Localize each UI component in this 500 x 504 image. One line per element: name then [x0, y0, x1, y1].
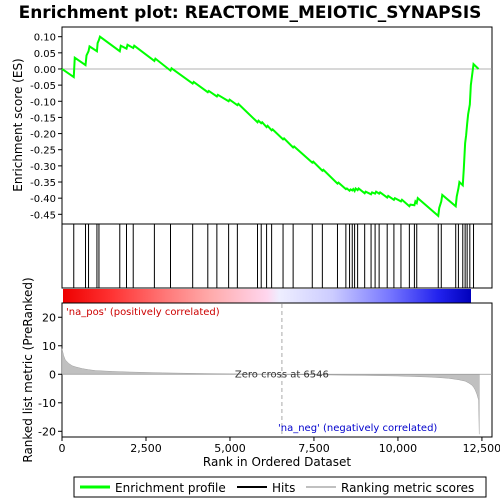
metric-y-tick-label: -20 [38, 425, 56, 438]
metric-y-tick-label: 10 [42, 340, 56, 353]
es-y-tick-label: -0.20 [30, 130, 56, 141]
es-y-tick-label: -0.35 [30, 178, 56, 189]
rank-color-bar [63, 289, 471, 303]
legend-metric-label: Ranking metric scores [341, 481, 474, 495]
es-panel-frame [62, 27, 492, 224]
x-tick-label: 0 [59, 442, 66, 455]
metric-y-axis: 20 10 0 -10 -20 [38, 311, 62, 438]
negative-correlation-label: 'na_neg' (negatively correlated) [278, 423, 437, 434]
x-axis: 0 2,500 5,000 7,500 10,000 12,500 [59, 437, 500, 455]
x-tick-label: 2,500 [130, 442, 162, 455]
metric-y-tick-label: -10 [38, 397, 56, 410]
es-y-tick-label: 0.00 [34, 65, 56, 76]
es-y-tick-label: -0.15 [30, 113, 56, 124]
x-tick-label: 10,000 [379, 442, 418, 455]
positive-correlation-label: 'na_pos' (positively correlated) [66, 307, 220, 318]
x-tick-label: 5,000 [214, 442, 246, 455]
chart-title: Enrichment plot: REACTOME_MEIOTIC_SYNAPS… [19, 3, 482, 23]
x-axis-label: Rank in Ordered Dataset [203, 455, 351, 469]
metric-y-tick-label: 0 [49, 368, 56, 381]
metric-y-label: Ranked list metric (PreRanked) [21, 277, 35, 462]
es-y-tick-label: -0.10 [30, 97, 56, 108]
es-y-tick-label: -0.05 [30, 81, 56, 92]
es-y-tick-label: -0.25 [30, 146, 56, 157]
es-y-label: Enrichment score (ES) [11, 58, 25, 191]
zero-cross-label: Zero cross at 6546 [235, 369, 329, 380]
es-y-tick-label: -0.45 [30, 210, 56, 221]
es-y-tick-label: -0.30 [30, 162, 56, 173]
es-y-tick-label: 0.05 [34, 49, 56, 60]
es-y-axis: 0.10 0.05 0.00 -0.05 -0.10 -0.15 -0.20 -0.25 -0.… [30, 33, 62, 222]
es-y-tick-label: -0.40 [30, 194, 56, 205]
legend-hits-label: Hits [272, 481, 295, 495]
legend-profile-label: Enrichment profile [115, 481, 226, 495]
es-y-tick-label: 0.10 [34, 33, 56, 44]
metric-y-tick-label: 20 [42, 311, 56, 324]
x-tick-label: 12,500 [463, 442, 500, 455]
x-tick-label: 7,500 [298, 442, 330, 455]
